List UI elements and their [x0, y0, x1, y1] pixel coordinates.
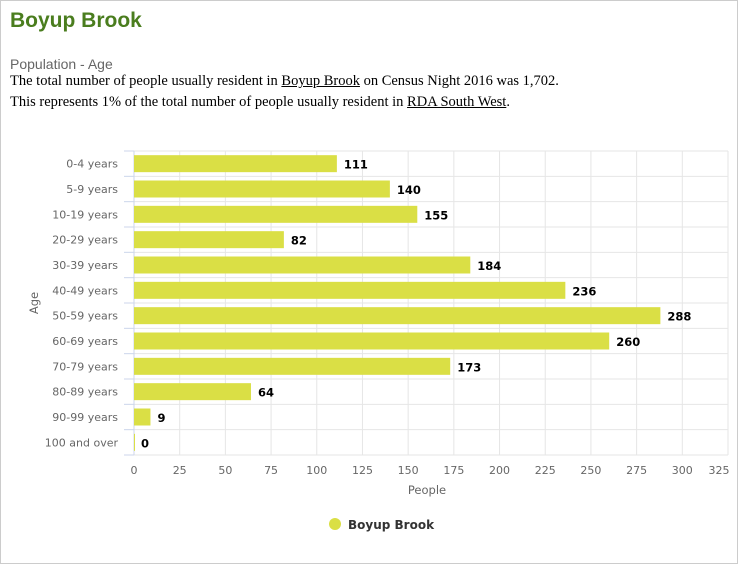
- data-label: 82: [291, 234, 307, 248]
- x-tick-label: 250: [580, 464, 601, 477]
- y-tick-label: 60-69 years: [52, 335, 118, 348]
- x-tick-label: 300: [672, 464, 693, 477]
- x-tick-label: 25: [173, 464, 187, 477]
- x-tick-label: 275: [626, 464, 647, 477]
- page-title: Boyup Brook: [10, 9, 142, 32]
- x-tick-label: 175: [443, 464, 464, 477]
- bar-50-59-years: [134, 307, 661, 325]
- y-axis-title: Age: [27, 292, 41, 314]
- y-tick-label: 20-29 years: [52, 234, 118, 247]
- bar-90-99-years: [134, 408, 151, 426]
- x-tick-label: 100: [306, 464, 327, 477]
- x-tick-label: 50: [218, 464, 232, 477]
- y-tick-label: 50-59 years: [52, 310, 118, 323]
- y-tick-label: 0-4 years: [66, 158, 118, 171]
- legend-marker: [329, 518, 341, 530]
- summary-text: This represents 1% of the total number o…: [10, 94, 408, 110]
- y-tick-label: 10-19 years: [52, 208, 118, 221]
- data-label: 111: [344, 158, 368, 172]
- summary-line-1: The total number of people usually resid…: [10, 73, 559, 90]
- data-label: 9: [157, 411, 165, 425]
- y-tick-label: 40-49 years: [52, 284, 118, 297]
- bar-20-29-years: [134, 231, 284, 249]
- bar-0-4-years: [134, 155, 337, 173]
- x-axis-title: People: [408, 483, 446, 497]
- summary-text: The total number of people usually resid…: [10, 73, 282, 89]
- data-label: 140: [397, 183, 421, 197]
- bar-100-and-over: [134, 433, 135, 451]
- area-link[interactable]: Boyup Brook: [281, 73, 360, 89]
- x-tick-label: 75: [264, 464, 278, 477]
- summary-line-2: This represents 1% of the total number o…: [10, 94, 510, 111]
- y-tick-label: 5-9 years: [66, 183, 118, 196]
- x-tick-label: 225: [535, 464, 556, 477]
- bar-80-89-years: [134, 383, 251, 401]
- summary-text: on Census Night 2016 was 1,702.: [359, 73, 559, 89]
- data-label: 236: [572, 284, 596, 298]
- x-tick-label: 325: [709, 464, 730, 477]
- data-label: 288: [667, 310, 691, 324]
- bar-30-39-years: [134, 256, 471, 274]
- region-link[interactable]: RDA South West: [407, 94, 507, 110]
- data-label: 155: [424, 208, 448, 222]
- x-tick-label: 0: [131, 464, 138, 477]
- data-label: 64: [258, 386, 274, 400]
- data-label: 260: [616, 335, 640, 349]
- bar-70-79-years: [134, 357, 451, 375]
- legend-item[interactable]: Boyup Brook: [348, 518, 435, 532]
- data-label: 184: [477, 259, 501, 273]
- x-tick-label: 150: [398, 464, 419, 477]
- bar-5-9-years: [134, 180, 390, 198]
- y-tick-label: 100 and over: [45, 436, 119, 449]
- bar-40-49-years: [134, 281, 566, 299]
- x-tick-label: 200: [489, 464, 510, 477]
- x-tick-label: 125: [352, 464, 373, 477]
- bar-10-19-years: [134, 205, 418, 223]
- bar-60-69-years: [134, 332, 610, 350]
- y-tick-label: 90-99 years: [52, 411, 118, 424]
- data-label: 173: [457, 360, 481, 374]
- summary-text: .: [506, 94, 510, 110]
- y-tick-label: 30-39 years: [52, 259, 118, 272]
- y-tick-label: 80-89 years: [52, 386, 118, 399]
- data-label: 0: [141, 436, 149, 450]
- section-subtitle: Population - Age: [10, 56, 113, 72]
- y-tick-label: 70-79 years: [52, 360, 118, 373]
